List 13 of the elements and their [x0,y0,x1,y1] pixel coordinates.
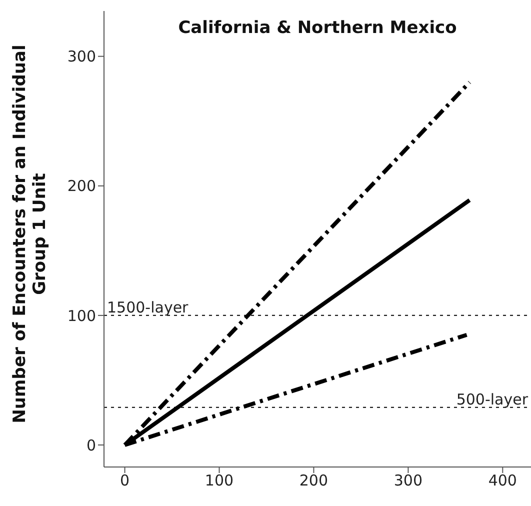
ref-line-label: 500-layer [456,390,529,408]
x-tick-label: 100 [204,472,234,490]
x-tick-label: 400 [488,472,517,490]
y-tick-label: 300 [67,48,96,66]
x-tick-label: 200 [299,472,328,490]
y-tick-label: 200 [67,177,96,196]
ref-line-label: 1500-layer [107,298,190,316]
y-axis-title: Number of Encounters for an Individual Group 1 Unit [10,43,50,425]
x-tick-label: 300 [394,472,423,490]
text: California & Northern Mexico [177,18,458,38]
x-tick-label: 0 [120,472,130,490]
y-tick-label: 0 [86,436,96,454]
y-tick-label: 100 [67,306,96,325]
